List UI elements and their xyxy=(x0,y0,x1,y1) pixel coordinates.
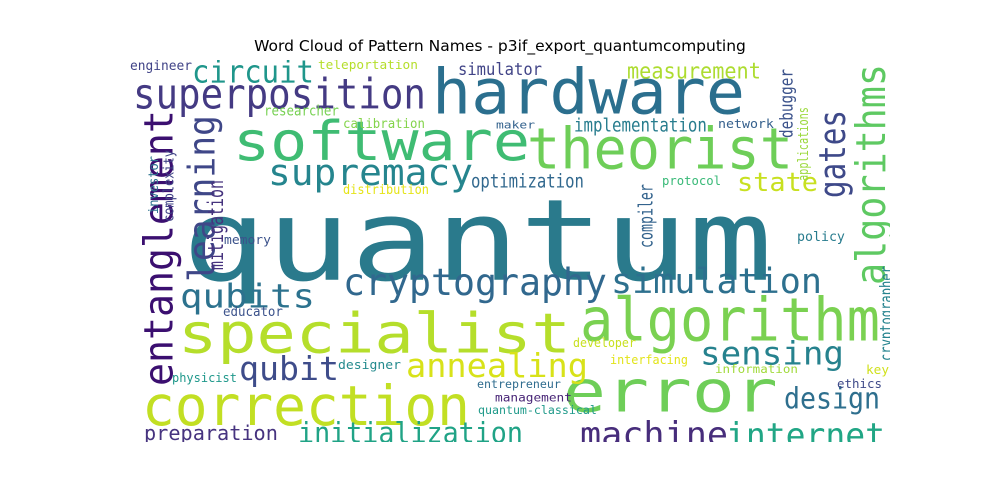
word-policy: policy xyxy=(797,230,845,245)
word-mitigation: mitigation xyxy=(203,180,229,270)
word-algorithms: algorithms xyxy=(847,64,890,285)
word-educator: educator xyxy=(223,302,283,320)
word-quantum: quantum xyxy=(182,174,773,307)
word-simulator: simulator xyxy=(458,60,542,79)
word-cloud: quantum hardware software theorist specialis… xyxy=(125,60,890,442)
word-memory: memory xyxy=(224,234,271,248)
word-hardware: hardware xyxy=(432,60,745,129)
word-qubit: qubit xyxy=(239,349,339,388)
word-implementation: implementation xyxy=(574,113,707,137)
word-management: management xyxy=(495,391,572,405)
word-complexity: complexity xyxy=(160,150,177,222)
word-quantum-classical: quantum-classical xyxy=(478,403,597,417)
word-teleportation: teleportation xyxy=(318,60,418,73)
word-network: network xyxy=(718,118,774,132)
word-error: error xyxy=(563,357,778,426)
word-measurement: measurement xyxy=(627,60,761,85)
word-correction: correction xyxy=(142,372,470,439)
word-sensing: sensing xyxy=(700,335,844,373)
word-designer: designer xyxy=(338,359,401,373)
word-superposition: superposition xyxy=(133,69,426,119)
chart-title: Word Cloud of Pattern Names - p3if_expor… xyxy=(254,37,746,55)
word-gates: gates xyxy=(811,110,854,198)
word-applications: applications xyxy=(795,107,813,181)
word-preparation: preparation xyxy=(144,421,278,442)
word-theorist: theorist xyxy=(527,116,793,184)
word-information: information xyxy=(715,362,798,376)
word-circuit: circuit xyxy=(192,60,314,91)
word-cryptography: cryptography xyxy=(343,259,607,305)
word-design: design xyxy=(784,381,880,417)
word-protocol: protocol xyxy=(662,174,722,188)
word-software: software xyxy=(233,109,530,174)
word-distribution: distribution xyxy=(343,181,429,197)
word-state: state xyxy=(737,168,818,198)
word-simulation: simulation xyxy=(611,261,822,302)
word-optimization: optimization xyxy=(471,169,584,193)
word-interfacing: interfacing xyxy=(610,351,688,367)
word-qubits: qubits xyxy=(180,276,315,316)
word-calibration: calibration xyxy=(343,115,425,132)
word-physicist: physicist xyxy=(172,371,237,385)
word-maker: maker xyxy=(496,118,536,131)
word-internet: internet xyxy=(726,414,885,442)
word-engineer: engineer xyxy=(130,60,192,74)
word-initialization: initialization xyxy=(298,416,523,442)
word-ethics: ethics xyxy=(837,376,882,391)
word-entrepreneur: entrepreneur xyxy=(477,377,561,391)
word-machine: machine xyxy=(580,415,728,442)
word-algorithm: algorithm xyxy=(580,286,880,356)
word-specialist: specialist xyxy=(178,300,571,366)
word-annealing: annealing xyxy=(406,347,588,385)
word-compiler: compiler xyxy=(636,184,659,248)
word-researcher: researcher xyxy=(264,101,339,120)
word-developer: developer xyxy=(573,334,636,350)
word-key: key xyxy=(866,363,889,378)
word-investor: investor xyxy=(145,156,162,214)
word-supremacy: supremacy xyxy=(268,151,473,194)
word-cryptographer: cryptographer xyxy=(876,266,890,361)
word-debugger: debugger xyxy=(777,69,798,138)
